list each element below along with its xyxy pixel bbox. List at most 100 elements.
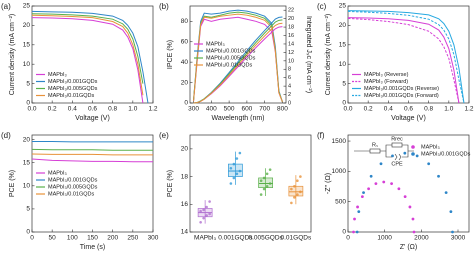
y-tick-label: 20 xyxy=(339,22,347,29)
point xyxy=(208,212,211,216)
point xyxy=(415,154,419,158)
series-line xyxy=(31,14,144,96)
y2-tick-label: 20 xyxy=(288,16,294,22)
y-tick-label: 1000 xyxy=(332,168,347,175)
y-tick-label: 18 xyxy=(181,173,189,180)
y-tick-label: 40 xyxy=(181,59,189,66)
point xyxy=(299,190,302,194)
x-tick-label: 300 xyxy=(188,106,199,113)
x-tick-label: 400 xyxy=(206,106,217,113)
panel-label: (f) xyxy=(317,131,325,140)
y-tick-label: 10 xyxy=(339,61,347,68)
x-tick-label: 300 xyxy=(148,235,159,242)
y-tick-label: 5 xyxy=(342,80,346,87)
point xyxy=(268,168,272,171)
point xyxy=(379,162,383,166)
y2-tick-label: 14 xyxy=(288,41,294,47)
point xyxy=(262,176,266,180)
x-tick-label: 0.0 xyxy=(27,106,36,113)
x-tick-label: 1.0 xyxy=(444,106,453,113)
x-tick-label: 0.4 xyxy=(384,106,393,113)
point xyxy=(229,166,233,170)
point xyxy=(367,187,371,191)
x-tick-label: 1000 xyxy=(377,235,392,242)
legend-label: MAPbI₃/0.005GQDs xyxy=(48,86,98,92)
y-axis-label: PCE (%) xyxy=(167,170,174,197)
series-line xyxy=(347,10,465,104)
resistor xyxy=(391,142,403,148)
x-tick-label: 0.01GQDs xyxy=(281,235,312,242)
x-tick-label: 250 xyxy=(127,235,138,242)
x-tick-label: 0 xyxy=(30,235,34,242)
legend-label: MAPbI₃/0.001GQDs xyxy=(206,48,256,54)
x-tick-label: 0.001GQDs xyxy=(218,235,253,242)
y-tick-label: 1500 xyxy=(332,138,347,145)
circuit-wire xyxy=(354,144,414,158)
legend-label: MAPbI₃/0.001GQDs xyxy=(421,151,471,157)
point xyxy=(360,195,364,199)
point xyxy=(265,172,269,176)
legend-label: MAPbI₃/0.01GQDs xyxy=(48,93,95,99)
point xyxy=(437,174,440,178)
y-tick-label: 0 xyxy=(184,100,188,107)
x-tick-label: 0.8 xyxy=(108,106,117,113)
y-tick-label: 15 xyxy=(23,159,31,166)
y2-tick-label: 8 xyxy=(288,67,291,73)
box xyxy=(288,185,304,197)
y2-tick-label: 6 xyxy=(288,75,291,81)
point xyxy=(259,179,263,183)
plot-frame xyxy=(189,134,312,233)
y-axis-label: Current density (mA cm⁻²) xyxy=(325,14,332,96)
x-tick-label: 0.2 xyxy=(48,106,57,113)
point xyxy=(408,205,412,209)
point xyxy=(397,187,401,191)
series-line xyxy=(31,158,153,163)
point xyxy=(451,230,454,234)
legend-label: MAPbI₃/0.001GQDs (Reverse) xyxy=(364,86,439,92)
y-tick-label: 500 xyxy=(335,198,346,205)
x-tick-label: 50 xyxy=(49,235,57,242)
point xyxy=(355,230,359,234)
circuit-label: Rₛ xyxy=(372,142,378,148)
x-tick-label: 0 xyxy=(346,235,350,242)
y-tick-label: 20 xyxy=(181,79,189,86)
x-tick-label: 0.2 xyxy=(364,106,373,113)
point xyxy=(296,179,299,183)
x-axis-label: Voltage (V) xyxy=(391,115,426,122)
y-tick-label: 0 xyxy=(26,229,30,236)
y-tick-label: 5 xyxy=(26,206,30,213)
y2-tick-label: 18 xyxy=(288,25,294,31)
point xyxy=(403,195,407,199)
point xyxy=(232,162,236,166)
cpe xyxy=(394,153,402,161)
x-tick-label: 0.8 xyxy=(424,106,433,113)
panel-label: (d) xyxy=(1,131,11,140)
y2-tick-label: 4 xyxy=(288,84,291,90)
box xyxy=(228,163,243,177)
plot-frame xyxy=(189,5,287,104)
point xyxy=(352,230,355,234)
x-tick-label: 500 xyxy=(224,106,235,113)
x-axis-label: Time (s) xyxy=(80,244,105,251)
point xyxy=(238,169,242,173)
point xyxy=(235,157,239,160)
series-line xyxy=(347,17,460,104)
x-tick-label: 700 xyxy=(259,106,270,113)
y-tick-label: 0 xyxy=(342,100,346,107)
point xyxy=(412,230,416,234)
legend-marker xyxy=(411,152,415,156)
legend-label: MAPbI₃/0.005GQDs xyxy=(48,184,98,190)
y-tick-label: 15 xyxy=(339,42,347,49)
y-tick-label: 25 xyxy=(339,3,347,10)
panel-label: (b) xyxy=(159,2,169,11)
y-tick-label: 80 xyxy=(181,18,189,25)
point xyxy=(449,210,453,214)
legend-label: MAPbI₃/0.01GQDs xyxy=(48,191,95,197)
point xyxy=(357,210,361,214)
point xyxy=(202,208,205,212)
series-line xyxy=(347,17,460,104)
point xyxy=(262,187,266,191)
point xyxy=(293,196,296,199)
series-line xyxy=(31,13,144,84)
panel-label: (e) xyxy=(159,131,169,140)
